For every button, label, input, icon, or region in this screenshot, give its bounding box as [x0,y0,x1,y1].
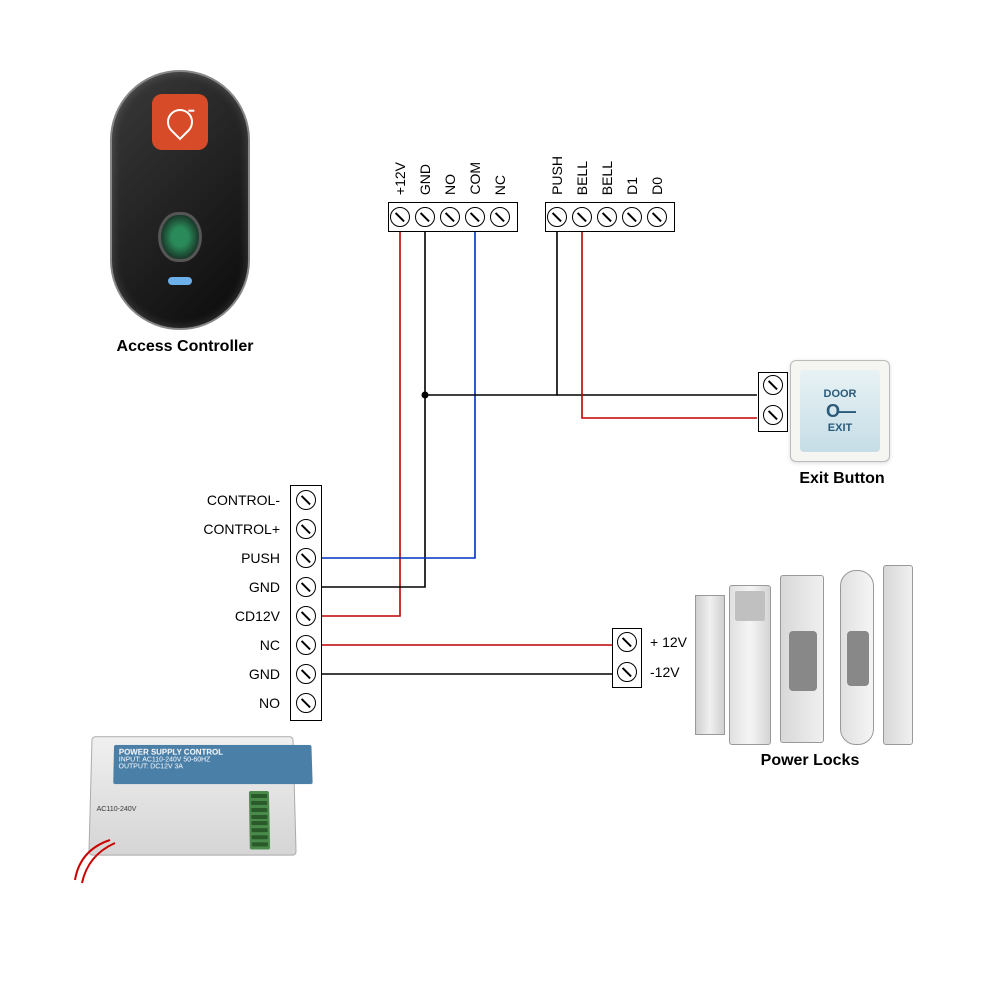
psu-spec-output: OUTPUT: DC12V 3A [118,763,307,770]
electric-strike-a-icon [780,575,824,743]
pin-label: NO [259,695,280,711]
screw-terminal [547,207,567,227]
exit-button-device: DOOR O— EXIT [790,360,890,462]
screw-terminal [296,548,316,568]
screw-terminal [296,693,316,713]
pin-label: PUSH [549,156,565,195]
power-supply-device: POWER SUPPLY CONTROL INPUT: AC110-240V 5… [70,735,305,885]
psu-title: POWER SUPPLY CONTROL [119,748,307,757]
screw-terminal [296,577,316,597]
screw-terminal [390,207,410,227]
psu-ac-label: AC110-240V [97,806,137,813]
screw-terminal [763,375,783,395]
pin-label: CONTROL+ [203,521,280,537]
screw-terminal [440,207,460,227]
led-indicator-icon [168,277,192,285]
pin-label: D1 [624,177,640,195]
bell-icon [162,104,199,141]
power-locks-device [695,565,915,745]
screw-terminal [617,662,637,682]
electric-strike-c-icon [883,565,913,745]
screw-terminal [763,405,783,425]
exit-button-label: Exit Button [782,470,902,488]
screw-terminal [415,207,435,227]
wire-PUSH-to-GND-tap [425,232,557,395]
screw-terminal [465,207,485,227]
pin-label: NC [260,637,280,653]
pin-label: GND [249,666,280,682]
wire-GND-to-GND [322,232,425,587]
pin-label: CD12V [235,608,280,624]
key-icon: O— [826,402,854,420]
pin-label: +12V [392,162,408,195]
screw-terminal [647,207,667,227]
screw-terminal [296,664,316,684]
wire-COM-to-PUSH [322,232,475,558]
access-controller-device [110,70,250,330]
pin-label: GND [249,579,280,595]
pin-label: CONTROL- [207,492,280,508]
psu-terminal-strip [249,791,270,849]
access-controller-label: Access Controller [100,338,270,356]
wire-BELL-to-exit-bot [582,232,757,418]
screw-terminal [572,207,592,227]
fingerprint-sensor-icon [158,212,202,262]
pin-label: D0 [649,177,665,195]
exit-button-face: DOOR O— EXIT [800,370,880,452]
electric-strike-b-icon [840,570,874,745]
wire-+12V-to-CD12V [322,232,400,616]
maglock-armature-icon [695,595,725,735]
pin-label: NC [492,175,508,195]
screw-terminal [296,635,316,655]
power-locks-label: Power Locks [735,752,885,770]
screw-terminal [490,207,510,227]
pin-label: PUSH [241,550,280,566]
screw-terminal [296,490,316,510]
exit-text-top: DOOR [824,388,857,400]
screw-terminal [597,207,617,227]
psu-spec-input: INPUT: AC110-240V 50-60HZ [119,757,307,764]
pin-label: GND [417,164,433,195]
screw-terminal [617,632,637,652]
screw-terminal [296,519,316,539]
pin-label: COM [467,162,483,195]
pin-label: BELL [599,161,615,195]
maglock-body-icon [729,585,771,745]
pin-label: + 12V [650,634,687,650]
psu-ac-wires-icon [70,835,130,885]
bell-button [152,94,208,150]
pin-label: BELL [574,161,590,195]
wire-junction [422,392,429,399]
screw-terminal [296,606,316,626]
pin-label: NO [442,174,458,195]
screw-terminal [622,207,642,227]
exit-text-bottom: EXIT [828,422,852,434]
pin-label: -12V [650,664,680,680]
